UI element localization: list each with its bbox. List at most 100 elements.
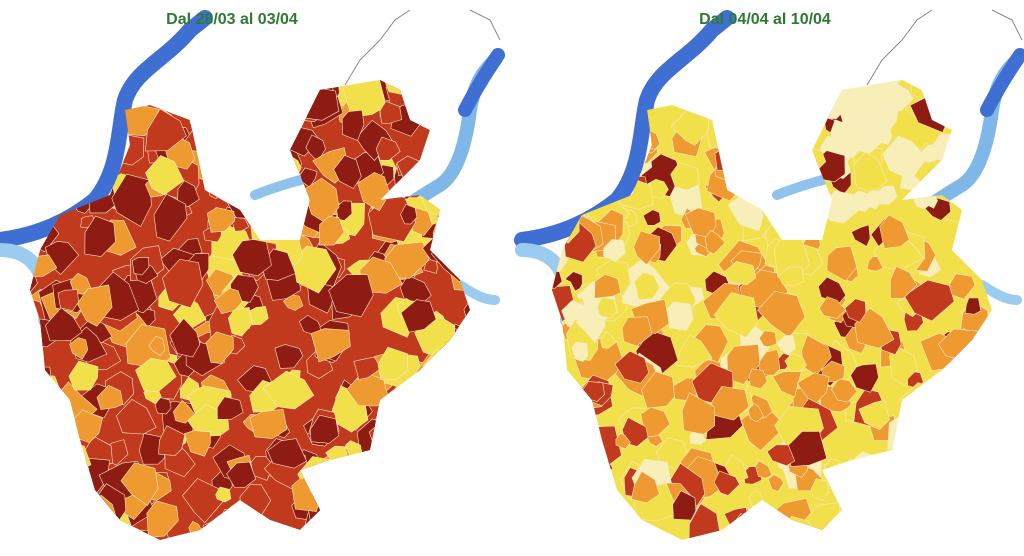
municipality (30, 386, 68, 430)
municipality (732, 147, 754, 163)
municipality (340, 479, 363, 508)
municipality (145, 155, 185, 196)
municipality (377, 346, 408, 381)
municipality (590, 523, 624, 540)
municipality (68, 360, 99, 391)
municipality (727, 80, 759, 102)
municipality (573, 100, 611, 141)
municipality (424, 80, 449, 106)
municipality (396, 155, 431, 185)
municipality (414, 478, 441, 502)
municipality (43, 524, 65, 540)
municipality (182, 478, 224, 524)
municipality (33, 384, 56, 404)
municipality (951, 399, 969, 418)
map-title: Dal 28/03 al 03/04 (166, 11, 298, 28)
municipality (728, 148, 755, 171)
municipality (862, 189, 882, 210)
municipality (45, 111, 85, 157)
municipality (79, 84, 117, 127)
municipality (359, 518, 406, 540)
municipality (57, 289, 79, 312)
municipality (826, 245, 858, 282)
municipality (33, 157, 56, 179)
municipality (228, 113, 276, 161)
municipality (263, 106, 285, 123)
municipality (400, 204, 418, 225)
municipality (221, 509, 236, 528)
municipality (704, 230, 726, 255)
municipality (207, 180, 223, 199)
municipality (758, 330, 778, 348)
municipality (846, 456, 875, 482)
municipality (552, 118, 595, 156)
municipality (562, 453, 597, 488)
municipality (30, 381, 37, 403)
municipality (918, 426, 938, 447)
municipality (372, 405, 408, 440)
municipality (889, 344, 918, 386)
municipality (878, 494, 916, 536)
municipality (281, 113, 298, 130)
municipality (847, 484, 868, 503)
municipality (333, 154, 362, 189)
municipality (169, 317, 201, 358)
municipality (310, 328, 351, 363)
municipality (34, 146, 52, 173)
municipality (409, 80, 442, 113)
municipality (703, 113, 747, 151)
municipality (839, 487, 879, 529)
municipality (203, 120, 237, 150)
municipality (135, 357, 177, 393)
municipality (552, 436, 561, 473)
municipality (173, 400, 195, 424)
municipality (621, 316, 653, 347)
municipality (217, 396, 244, 420)
municipality (556, 518, 583, 540)
municipality (552, 133, 581, 165)
map-title: Dal 04/04 al 10/04 (699, 11, 831, 28)
municipality (30, 366, 53, 409)
municipality (556, 95, 576, 115)
municipalities (30, 80, 470, 540)
municipality (943, 108, 963, 126)
municipality (974, 496, 990, 511)
municipality (96, 514, 121, 533)
municipality (743, 133, 765, 154)
municipality (403, 535, 423, 540)
municipality (552, 144, 557, 165)
municipality (328, 476, 377, 520)
municipality (158, 80, 192, 96)
municipality (556, 519, 600, 540)
municipality (148, 335, 166, 356)
municipality (552, 530, 563, 540)
municipality (552, 166, 564, 184)
municipality (433, 361, 452, 380)
municipality (30, 499, 35, 527)
municipality (33, 99, 68, 126)
municipality (341, 109, 365, 141)
municipality (880, 489, 908, 517)
municipality (226, 461, 257, 488)
municipality (414, 414, 459, 443)
municipality (442, 372, 469, 397)
municipality (979, 431, 992, 463)
municipality (177, 180, 200, 207)
municipality (600, 331, 617, 349)
municipality (45, 307, 83, 342)
municipality (552, 462, 587, 494)
municipality (984, 241, 992, 274)
municipality (552, 433, 575, 475)
municipality (772, 371, 802, 398)
municipality (292, 527, 320, 540)
municipality (936, 85, 958, 111)
municipality (752, 80, 806, 119)
municipality (30, 408, 53, 444)
municipality (640, 371, 675, 409)
municipality (777, 266, 805, 286)
municipality (154, 397, 172, 415)
municipality (869, 123, 893, 146)
municipality (750, 163, 774, 191)
municipality (463, 294, 470, 325)
municipality (832, 458, 878, 505)
